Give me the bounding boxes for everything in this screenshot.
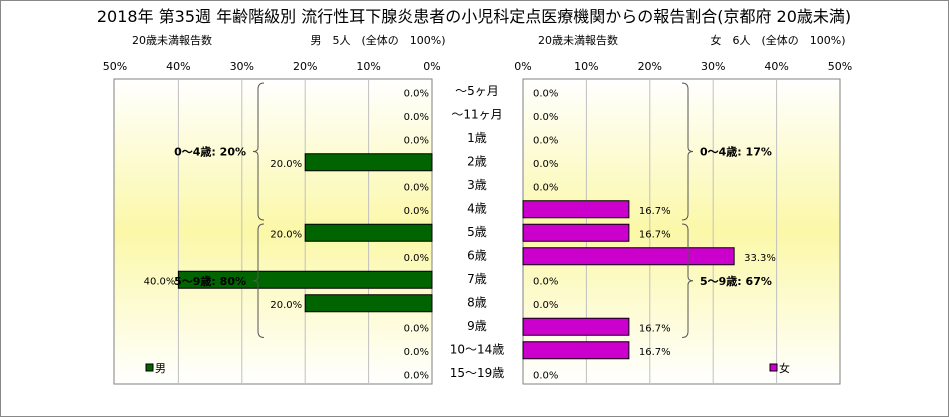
value-label-female: 0.0%	[533, 182, 558, 193]
bar-male	[305, 224, 432, 241]
bar-male	[305, 154, 432, 171]
age-category-label: 5歳	[467, 225, 487, 239]
value-label-male: 0.0%	[404, 347, 429, 358]
x-tick-label-left: 0%	[423, 60, 440, 73]
value-label-male: 0.0%	[404, 370, 429, 381]
x-tick-label-right: 0%	[514, 60, 531, 73]
left-header-summary: 男 5人 (全体の 100%)	[310, 33, 445, 47]
x-tick-label-right: 30%	[701, 60, 725, 73]
age-category-label: 4歳	[467, 202, 487, 216]
value-label-female: 16.7%	[639, 229, 671, 240]
value-label-female: 0.0%	[533, 159, 558, 170]
x-tick-label-right: 40%	[764, 60, 788, 73]
age-category-label: ～5ヶ月	[455, 84, 499, 98]
x-tick-label-left: 10%	[356, 60, 380, 73]
value-label-male: 20.0%	[270, 229, 302, 240]
x-tick-label-right: 20%	[638, 60, 662, 73]
group-annotation-right: 0～4歳: 17%	[700, 145, 772, 159]
group-annotation-left: 0～4歳: 20%	[174, 145, 246, 159]
bar-male	[305, 295, 432, 312]
value-label-female: 33.3%	[744, 253, 776, 264]
value-label-male: 40.0%	[144, 276, 176, 287]
x-tick-label-left: 30%	[230, 60, 254, 73]
value-label-male: 0.0%	[404, 206, 429, 217]
age-category-label: 9歳	[467, 319, 487, 333]
value-label-male: 0.0%	[404, 182, 429, 193]
left-header-label: 20歳未満報告数	[132, 34, 212, 47]
x-tick-label-left: 50%	[103, 60, 127, 73]
value-label-male: 0.0%	[404, 323, 429, 334]
value-label-female: 0.0%	[533, 112, 558, 123]
age-category-label: 3歳	[467, 178, 487, 192]
x-tick-label-right: 10%	[574, 60, 598, 73]
chart-title: 2018年 第35週 年齢階級別 流行性耳下腺炎患者の小児科定点医療機関からの報…	[97, 7, 851, 26]
bar-female	[523, 342, 629, 359]
legend-label-female: 女	[779, 361, 790, 375]
value-label-female: 0.0%	[533, 276, 558, 287]
group-annotation-left: 5～9歳: 80%	[174, 274, 246, 288]
right-header-label: 20歳未満報告数	[538, 34, 618, 47]
age-category-label: 7歳	[467, 272, 487, 286]
value-label-female: 16.7%	[639, 323, 671, 334]
value-label-male: 0.0%	[404, 88, 429, 99]
age-category-label: 8歳	[467, 296, 487, 310]
x-tick-label-left: 20%	[293, 60, 317, 73]
value-label-male: 0.0%	[404, 253, 429, 264]
value-label-female: 16.7%	[639, 206, 671, 217]
x-tick-label-left: 40%	[166, 60, 190, 73]
age-category-label: 10～14歳	[450, 343, 505, 357]
bar-female	[523, 224, 629, 241]
value-label-male: 20.0%	[270, 300, 302, 311]
value-label-female: 0.0%	[533, 300, 558, 311]
legend-label-male: 男	[155, 362, 166, 375]
value-label-female: 16.7%	[639, 347, 671, 358]
age-category-label: 6歳	[467, 249, 487, 263]
legend-swatch-male	[146, 364, 153, 371]
value-label-female: 0.0%	[533, 370, 558, 381]
bar-female	[523, 201, 629, 218]
value-label-male: 0.0%	[404, 135, 429, 146]
value-label-male: 20.0%	[270, 159, 302, 170]
legend-swatch-female	[770, 364, 777, 371]
value-label-male: 0.0%	[404, 112, 429, 123]
group-annotation-right: 5～9歳: 67%	[700, 274, 772, 288]
bar-female	[523, 318, 629, 335]
age-category-label: 15～19歳	[450, 366, 505, 380]
age-category-label: ～11ヶ月	[451, 108, 502, 122]
age-category-label: 2歳	[467, 155, 487, 169]
value-label-female: 0.0%	[533, 88, 558, 99]
value-label-female: 0.0%	[533, 135, 558, 146]
x-tick-label-right: 50%	[828, 60, 852, 73]
right-header-summary: 女 6人 (全体の 100%)	[710, 33, 845, 47]
bar-female	[523, 248, 734, 265]
age-category-label: 1歳	[467, 131, 487, 145]
